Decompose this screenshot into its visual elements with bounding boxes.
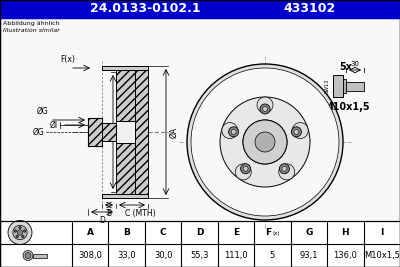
Circle shape xyxy=(235,164,251,180)
Text: A: A xyxy=(87,228,94,237)
Bar xyxy=(343,79,346,93)
Text: F: F xyxy=(265,228,272,237)
Text: 433102: 433102 xyxy=(284,2,336,15)
Circle shape xyxy=(23,230,26,232)
Circle shape xyxy=(243,166,248,171)
Circle shape xyxy=(22,235,24,238)
Circle shape xyxy=(191,68,339,216)
Text: G: G xyxy=(305,228,312,237)
Text: Illustration similar: Illustration similar xyxy=(3,29,60,33)
Circle shape xyxy=(184,61,346,223)
Circle shape xyxy=(231,129,236,134)
Bar xyxy=(135,66,148,198)
Bar xyxy=(116,121,135,143)
Bar xyxy=(102,194,148,198)
Text: ØG: ØG xyxy=(36,107,48,116)
Circle shape xyxy=(17,230,23,235)
Text: ØG: ØG xyxy=(32,128,44,136)
Bar xyxy=(333,75,343,97)
Bar xyxy=(346,81,364,91)
Bar xyxy=(116,66,135,121)
Circle shape xyxy=(14,230,17,232)
Circle shape xyxy=(19,226,21,229)
Text: I: I xyxy=(380,228,384,237)
Circle shape xyxy=(279,164,289,174)
Circle shape xyxy=(243,120,287,164)
Bar xyxy=(0,18,400,221)
Text: SW13: SW13 xyxy=(325,79,330,93)
Circle shape xyxy=(220,97,310,187)
Text: 136,0: 136,0 xyxy=(333,251,357,260)
Text: 308,0: 308,0 xyxy=(78,251,102,260)
Bar xyxy=(0,221,400,267)
Circle shape xyxy=(292,123,308,139)
Circle shape xyxy=(25,253,31,258)
Text: B: B xyxy=(123,228,130,237)
Text: (x): (x) xyxy=(272,231,280,237)
Circle shape xyxy=(260,104,270,114)
Circle shape xyxy=(23,250,33,261)
Text: ØI: ØI xyxy=(50,120,58,129)
Text: H: H xyxy=(342,228,349,237)
Circle shape xyxy=(279,164,295,180)
Text: D: D xyxy=(196,228,203,237)
Bar xyxy=(102,123,116,141)
Text: E: E xyxy=(233,228,239,237)
Circle shape xyxy=(255,132,275,152)
Text: 93,1: 93,1 xyxy=(300,251,318,260)
Circle shape xyxy=(8,221,32,245)
Circle shape xyxy=(243,120,287,164)
Circle shape xyxy=(222,123,238,139)
Bar xyxy=(116,143,135,198)
Circle shape xyxy=(255,132,275,152)
Text: ØH: ØH xyxy=(114,126,123,138)
Circle shape xyxy=(282,166,287,171)
Text: F(x): F(x) xyxy=(60,55,76,64)
Text: 5: 5 xyxy=(270,251,275,260)
Text: M10x1,5: M10x1,5 xyxy=(364,251,400,260)
Text: ate: ate xyxy=(233,103,267,121)
Text: D: D xyxy=(99,216,105,225)
Bar xyxy=(33,253,47,257)
Text: ØA: ØA xyxy=(169,127,178,138)
Text: ØE: ØE xyxy=(104,127,113,137)
Text: 30: 30 xyxy=(350,61,360,67)
Circle shape xyxy=(257,97,273,113)
Text: 111,0: 111,0 xyxy=(224,251,248,260)
Circle shape xyxy=(229,127,239,137)
Bar xyxy=(102,66,148,70)
Text: 24.0133-0102.1: 24.0133-0102.1 xyxy=(90,2,200,15)
Text: M10x1,5: M10x1,5 xyxy=(323,102,369,112)
Circle shape xyxy=(262,107,268,112)
Text: 55,3: 55,3 xyxy=(190,251,209,260)
Bar xyxy=(88,118,102,146)
Circle shape xyxy=(241,164,251,174)
Text: 5x: 5x xyxy=(340,62,352,72)
Text: B: B xyxy=(106,209,112,218)
Text: C: C xyxy=(160,228,166,237)
Circle shape xyxy=(291,127,301,137)
Text: 30,0: 30,0 xyxy=(154,251,172,260)
Circle shape xyxy=(294,129,299,134)
Text: Abbildung ähnlich: Abbildung ähnlich xyxy=(3,22,60,26)
Text: 33,0: 33,0 xyxy=(117,251,136,260)
Circle shape xyxy=(13,225,27,240)
Text: C (MTH): C (MTH) xyxy=(125,209,155,218)
Bar xyxy=(0,0,400,18)
Circle shape xyxy=(16,235,18,238)
Circle shape xyxy=(187,64,343,220)
